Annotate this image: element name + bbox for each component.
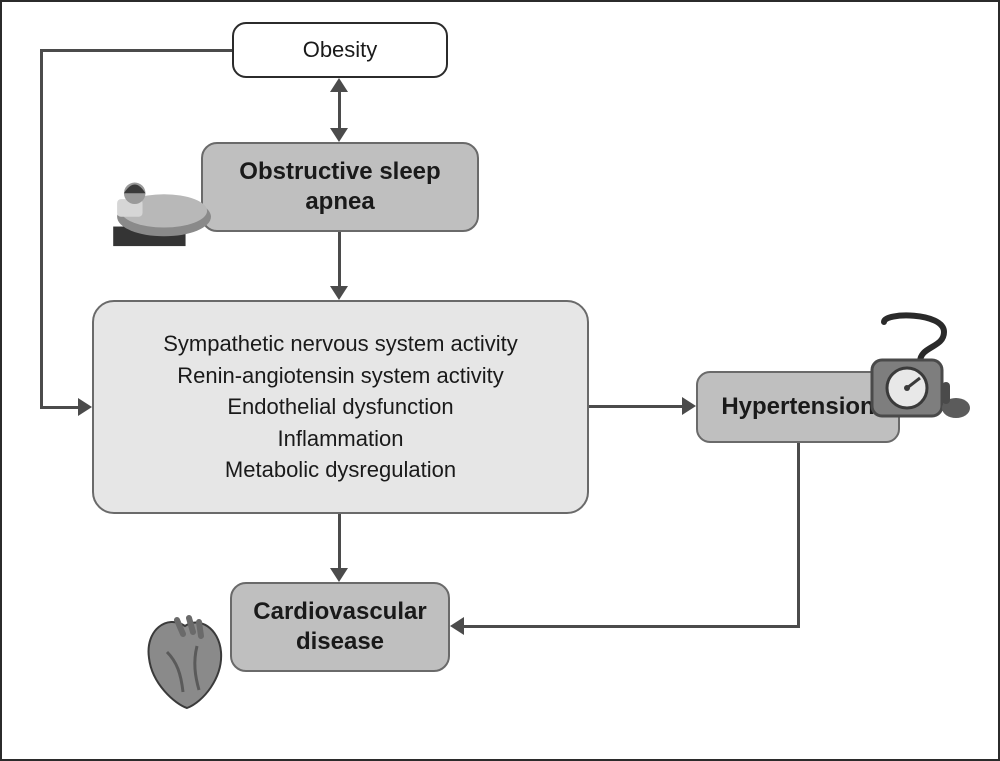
mechanism-line: Metabolic dysregulation (108, 456, 573, 484)
arrowhead-down (330, 568, 348, 582)
edge-segment (40, 49, 43, 409)
mechanism-line: Inflammation (108, 425, 573, 453)
arrowhead-up (330, 78, 348, 92)
diagram-canvas: Obesity Obstructive sleep apnea Sympathe… (0, 0, 1000, 761)
edge-segment (589, 405, 683, 408)
node-cvd: Cardiovascular disease (230, 582, 450, 672)
mechanism-line: Endothelial dysfunction (108, 393, 573, 421)
heart-anatomy-icon (137, 612, 233, 712)
blood-pressure-icon (864, 312, 974, 432)
edge-segment (338, 514, 341, 569)
arrowhead-right (682, 397, 696, 415)
node-osa: Obstructive sleep apnea (201, 142, 479, 232)
edge-segment (338, 91, 341, 129)
node-cvd-label: Cardiovascular disease (246, 597, 434, 657)
sleeping-person-icon (107, 162, 225, 250)
edge-segment (797, 443, 800, 628)
edge-segment (463, 625, 800, 628)
node-obesity-label: Obesity (303, 36, 378, 64)
node-hypertension-label: Hypertension (721, 392, 874, 422)
arrowhead-down (330, 128, 348, 142)
node-mechanisms: Sympathetic nervous system activity Renin… (92, 300, 589, 514)
edge-segment (41, 49, 232, 52)
edge-segment (41, 406, 79, 409)
node-osa-label: Obstructive sleep apnea (217, 157, 463, 217)
node-mechanisms-content: Sympathetic nervous system activity Renin… (108, 326, 573, 488)
arrowhead-down (330, 286, 348, 300)
edge-segment (338, 232, 341, 287)
arrowhead-right (78, 398, 92, 416)
mechanism-line: Sympathetic nervous system activity (108, 330, 573, 358)
arrowhead-left (450, 617, 464, 635)
mechanism-line: Renin-angiotensin system activity (108, 362, 573, 390)
node-obesity: Obesity (232, 22, 448, 78)
